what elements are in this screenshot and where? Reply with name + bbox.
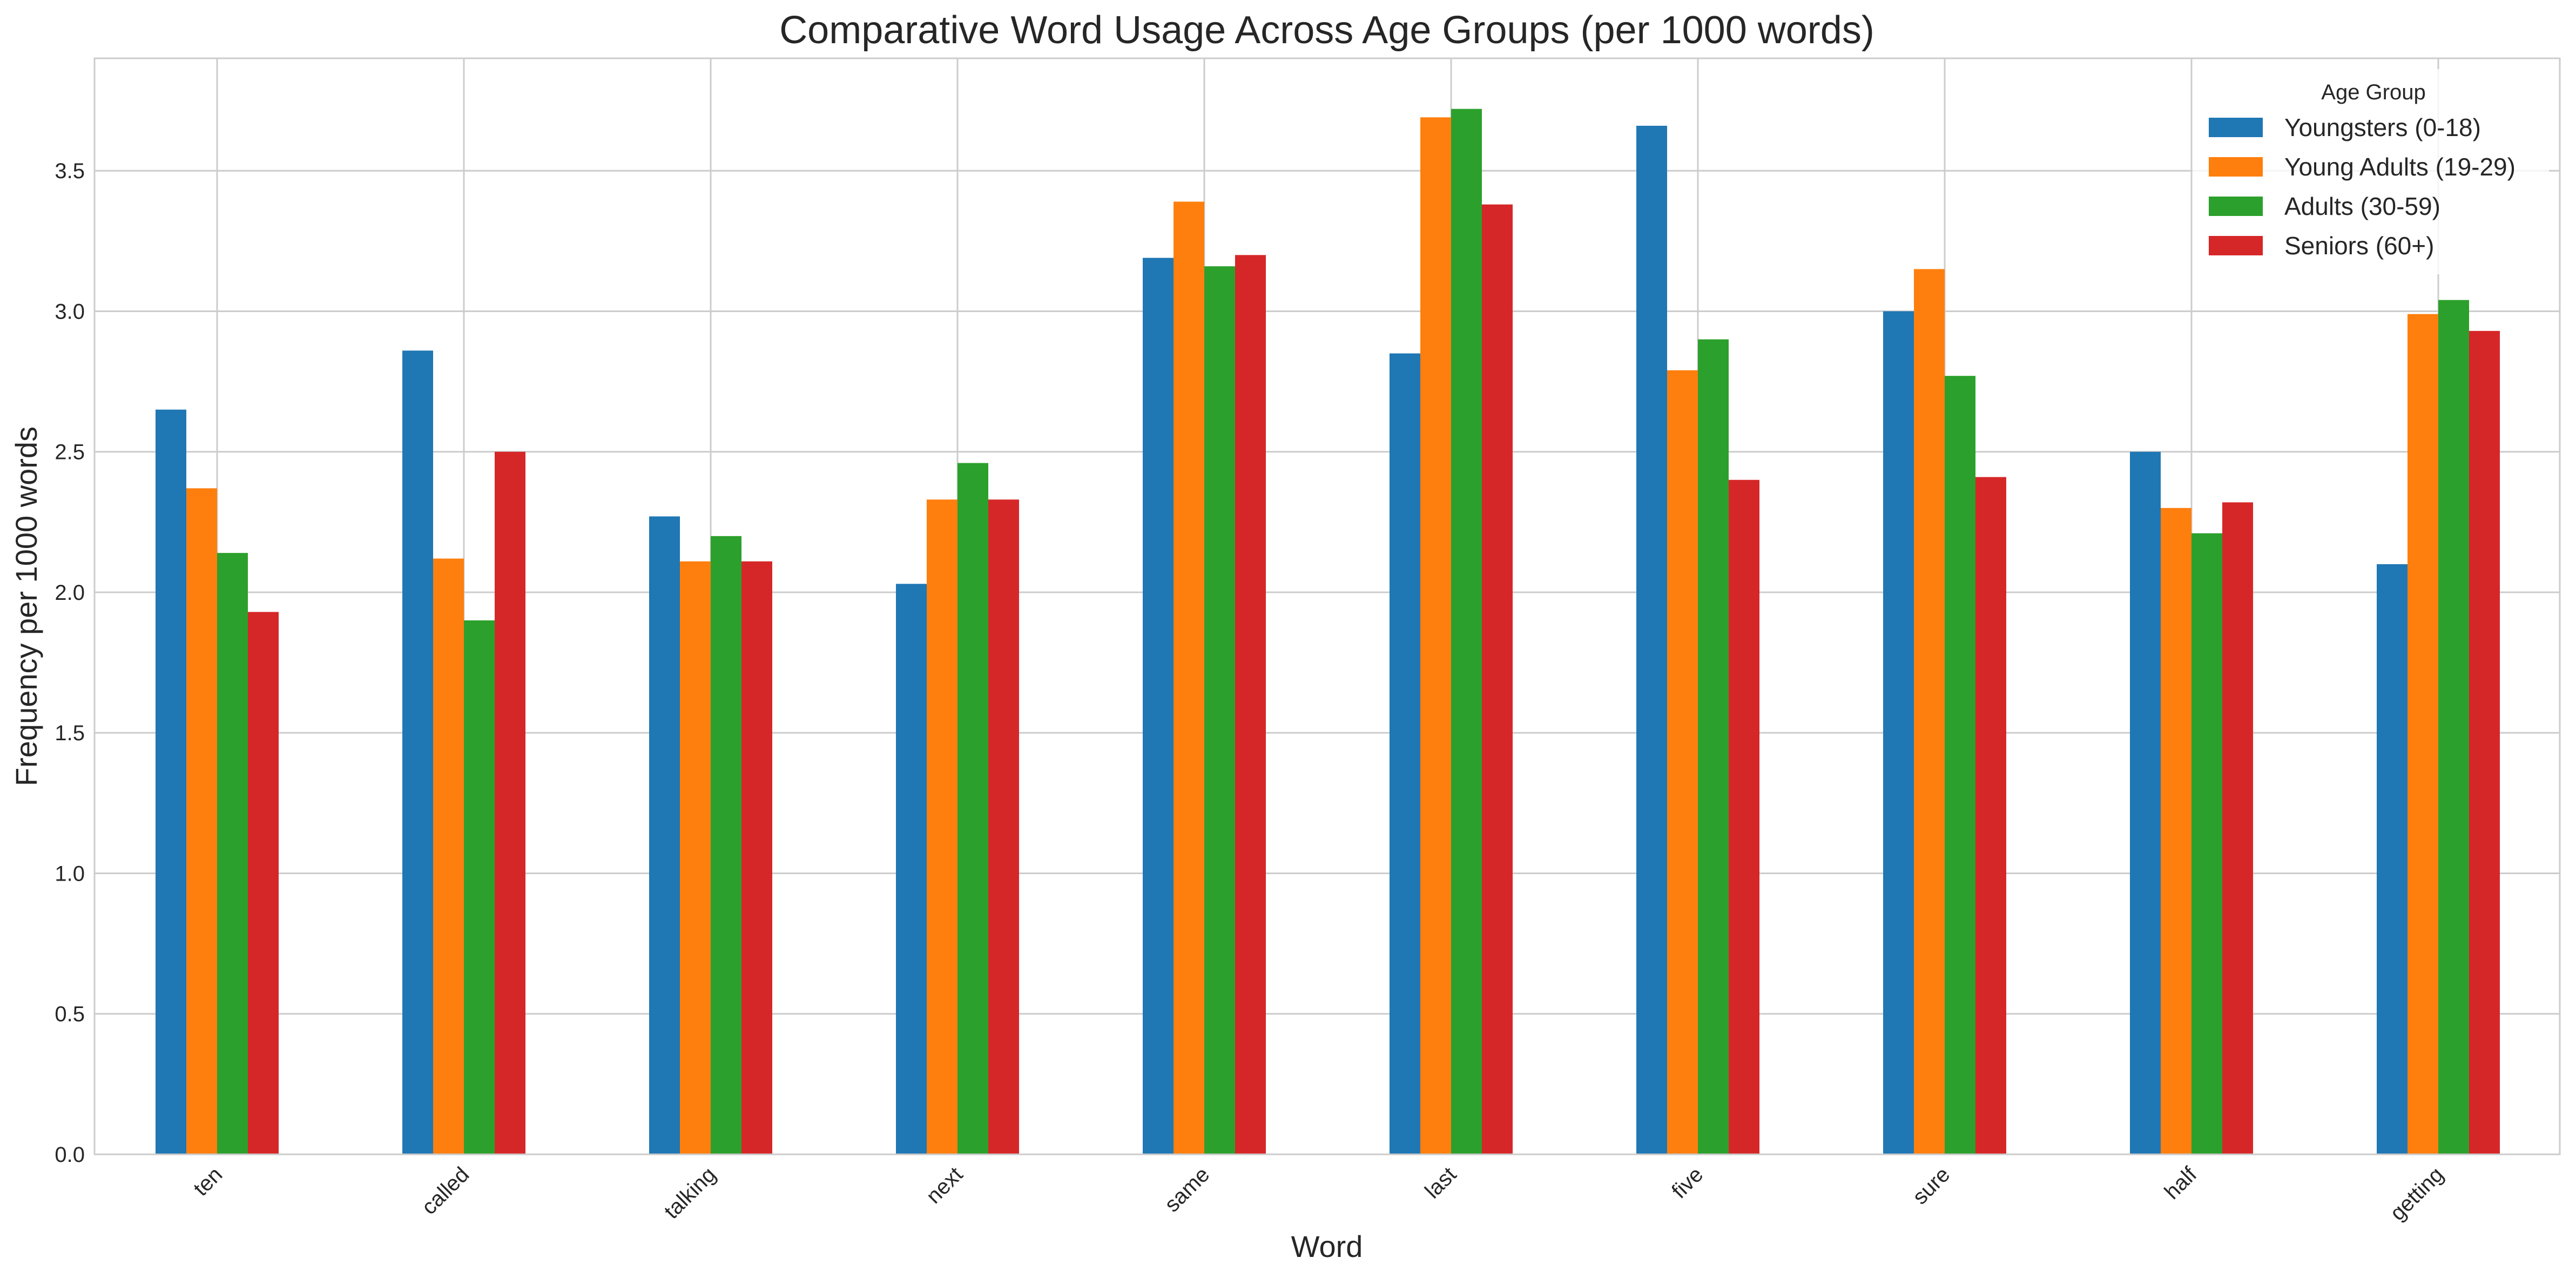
legend-title: Age Group <box>2321 80 2425 104</box>
bar <box>1667 370 1698 1154</box>
bar <box>896 584 927 1154</box>
bar <box>957 463 988 1154</box>
bar <box>464 620 495 1154</box>
bar <box>1975 477 2006 1154</box>
bar <box>2191 533 2222 1154</box>
bar <box>1636 125 1667 1154</box>
axes <box>93 57 2561 1155</box>
legend: Age Group Youngsters (0-18) Young Adults … <box>2193 69 2549 274</box>
bar <box>2408 314 2438 1154</box>
bar <box>1204 266 1235 1155</box>
bar <box>1174 201 1204 1154</box>
bar <box>1420 117 1451 1154</box>
bar <box>1883 311 1914 1154</box>
bar <box>1698 339 1729 1154</box>
legend-swatch <box>2209 197 2263 216</box>
plot-frame <box>93 57 2561 1155</box>
bar <box>1482 204 1513 1155</box>
bar <box>711 536 741 1154</box>
bar <box>1235 255 1266 1154</box>
bar <box>2377 564 2408 1154</box>
y-axis-label: Frequency per 1000 words <box>9 427 43 786</box>
bar <box>1945 376 1975 1155</box>
legend-entry-label: Adults (30-59) <box>2284 192 2440 220</box>
bars <box>156 109 2500 1155</box>
bar <box>2469 330 2500 1154</box>
y-tick-label: 3.5 <box>55 159 85 183</box>
bar <box>2222 502 2253 1154</box>
y-tick-labels: 0.0 0.5 1.0 1.5 2.0 2.5 3.0 3.5 <box>55 159 85 1167</box>
legend-swatch <box>2209 236 2263 255</box>
legend-entry-label: Youngsters (0-18) <box>2284 113 2481 141</box>
bar <box>433 558 464 1154</box>
y-tick-label: 3.0 <box>55 300 85 323</box>
y-tick-label: 1.5 <box>55 721 85 745</box>
y-tick-label: 2.0 <box>55 581 85 605</box>
bar <box>186 488 217 1154</box>
bar <box>1451 109 1482 1155</box>
bar <box>156 409 186 1154</box>
bar <box>248 612 279 1154</box>
y-tick-label: 1.0 <box>55 862 85 885</box>
legend-swatch <box>2209 118 2263 137</box>
bar <box>988 499 1019 1155</box>
legend-entry-label: Young Adults (19-29) <box>2284 153 2516 181</box>
bar <box>2161 508 2191 1154</box>
bar <box>927 499 957 1155</box>
bar <box>402 350 433 1155</box>
bar <box>680 561 711 1154</box>
chart-title: Comparative Word Usage Across Age Groups… <box>779 9 1874 52</box>
bar <box>1729 479 1759 1154</box>
bar <box>217 553 248 1154</box>
legend-swatch <box>2209 157 2263 177</box>
bar <box>495 451 525 1154</box>
y-tick-label: 0.5 <box>55 1003 85 1026</box>
bar <box>1914 269 1945 1154</box>
bar <box>2438 300 2469 1154</box>
bar <box>1390 353 1420 1154</box>
bar <box>649 516 680 1154</box>
y-tick-label: 2.5 <box>55 441 85 464</box>
y-tick-label: 0.0 <box>55 1143 85 1167</box>
x-axis-label: Word <box>1291 1229 1363 1263</box>
legend-entry-label: Seniors (60+) <box>2284 232 2434 260</box>
bar <box>1143 258 1174 1155</box>
bar <box>2130 451 2161 1154</box>
bar <box>741 561 772 1154</box>
